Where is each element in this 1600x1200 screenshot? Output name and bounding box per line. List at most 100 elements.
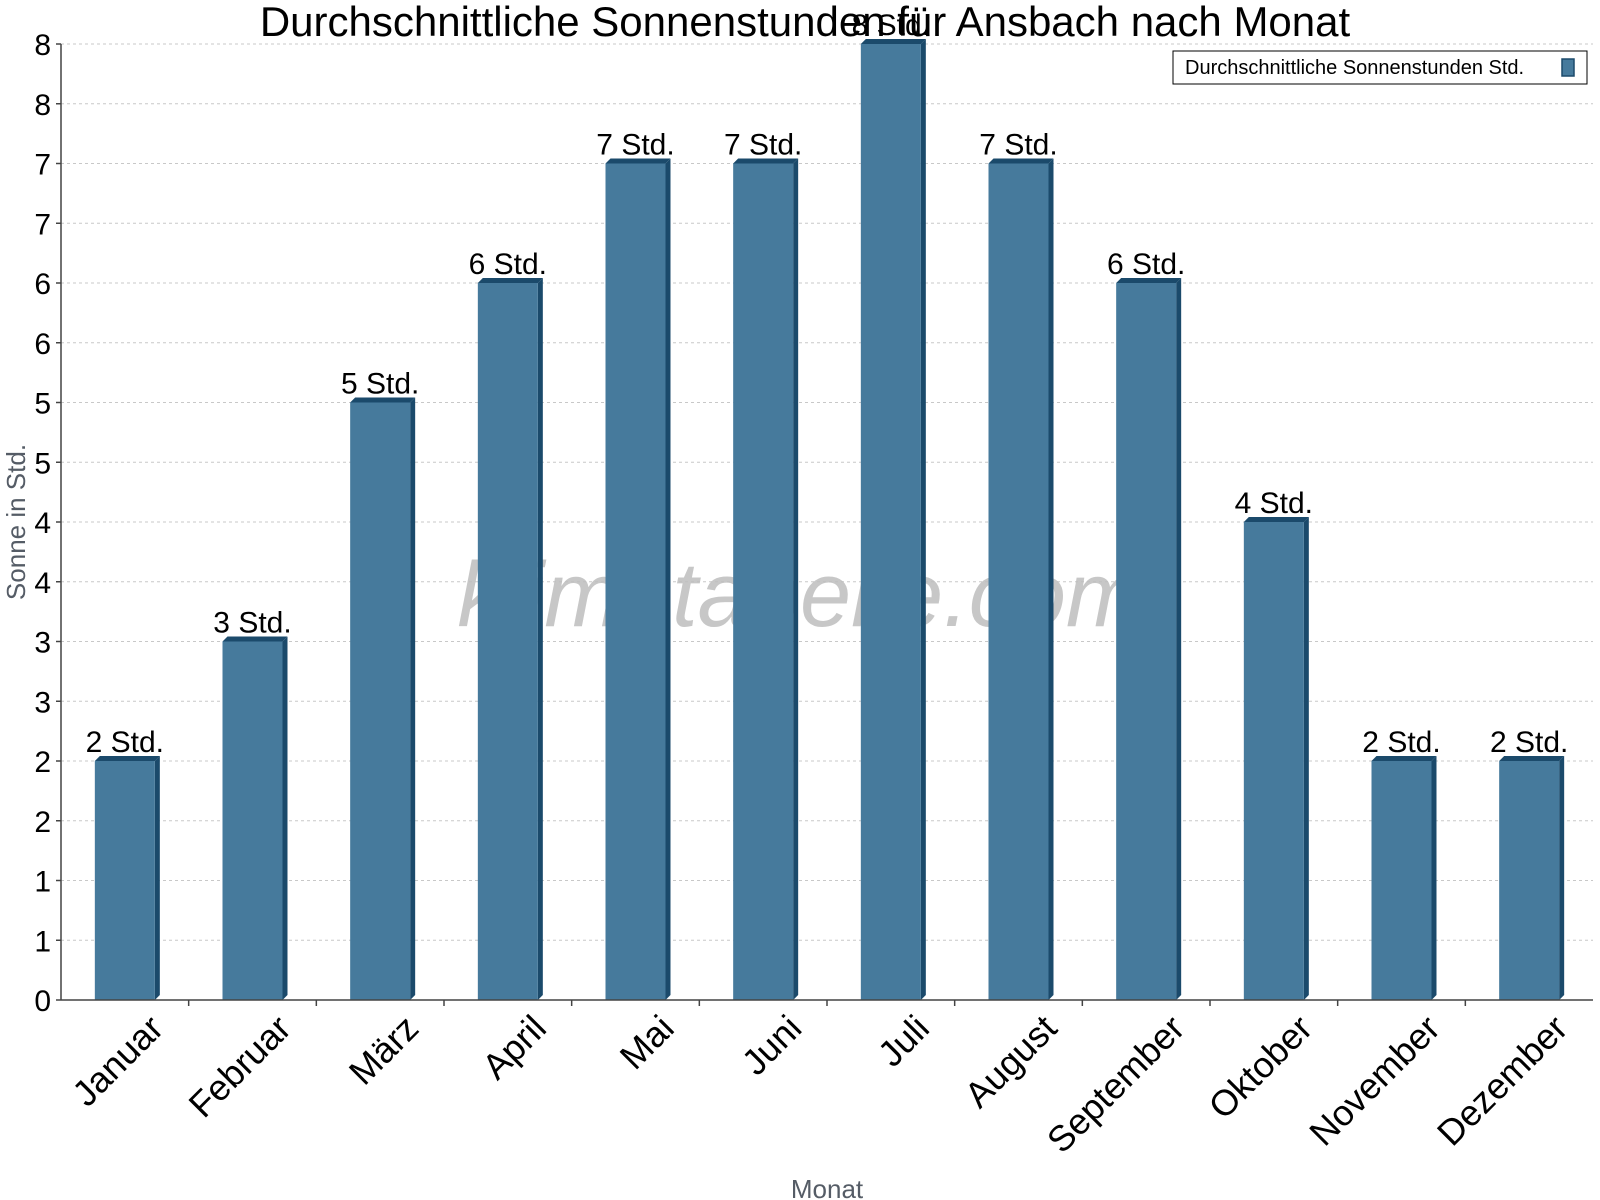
bar-front-face	[605, 163, 666, 1000]
y-tick-label: 5	[34, 447, 51, 480]
x-tick-label: Juni	[734, 1007, 810, 1083]
bar-side-face	[282, 636, 288, 1000]
y-tick-label: 3	[34, 627, 51, 660]
legend: Durchschnittliche Sonnenstunden Std.	[1172, 50, 1588, 85]
bar-front-face	[733, 163, 794, 1000]
x-tick-label: August	[956, 1007, 1064, 1115]
data-label: 2 Std.	[1362, 726, 1440, 759]
x-axis-ticks: Januar Februar März April Mai Juni Juli AugustS…	[64, 1000, 1575, 1161]
y-tick-label: 6	[34, 328, 51, 361]
bars	[94, 39, 1565, 1000]
x-tick-label: November	[1301, 1007, 1447, 1153]
x-tick-label: März	[341, 1007, 427, 1093]
bar-front-face	[477, 283, 538, 1000]
bar-front-face	[222, 641, 283, 1000]
bar-top-face	[1371, 756, 1437, 761]
bar-front-face	[94, 761, 155, 1000]
x-tick-label: Februar	[181, 1007, 299, 1125]
y-tick-label: 7	[34, 208, 51, 241]
y-tick-label: 3	[34, 686, 51, 719]
legend-swatch	[1561, 58, 1575, 77]
data-label: 7 Std.	[724, 129, 802, 162]
y-tick-label: 8	[34, 89, 51, 122]
bar-side-face	[1431, 756, 1437, 1000]
bar-mai	[605, 158, 671, 1000]
bar-side-face	[154, 756, 160, 1000]
gridlines	[61, 43, 1593, 941]
bar-dezember	[1499, 756, 1565, 1000]
bar-august	[988, 158, 1054, 1000]
bar-side-face	[1048, 158, 1054, 1000]
bar-top-face	[1243, 517, 1309, 522]
bar-top-face	[605, 158, 671, 164]
bar-front-face	[860, 44, 921, 1000]
bar-front-face	[1243, 522, 1304, 1000]
bar-top-face	[222, 636, 288, 642]
y-tick-label: 1	[34, 866, 51, 899]
y-tick-label: 7	[34, 149, 51, 182]
data-label: 4 Std.	[1235, 487, 1313, 520]
bar-september	[1116, 278, 1182, 1000]
bar-front-face	[1371, 761, 1432, 1000]
bar-front-face	[1499, 761, 1560, 1000]
y-tick-label: 6	[34, 268, 51, 301]
y-tick-label: 0	[34, 985, 51, 1018]
bar-front-face	[1116, 283, 1177, 1000]
bar-side-face	[537, 278, 543, 1000]
y-axis-title: Sonne in Std.	[1, 444, 31, 600]
bar-top-face	[860, 39, 926, 44]
y-tick-label: 2	[34, 746, 51, 779]
bar-top-face	[1499, 756, 1565, 761]
bar-top-face	[477, 278, 543, 283]
bar-juni	[733, 158, 799, 1000]
chart-title: Durchschnittliche Sonnenstunden für Ansb…	[260, 0, 1351, 45]
x-tick-label: Oktober	[1200, 1007, 1320, 1127]
data-label: 6 Std.	[1107, 248, 1185, 281]
bar-top-face	[733, 158, 799, 164]
data-label: 6 Std.	[469, 248, 547, 281]
bar-januar	[94, 756, 160, 1000]
data-label: 8 Std.	[852, 9, 930, 42]
y-axis-ticks: 0 1 1 2 2 3 3 4 4 5 5 6 6 7 7 8 8	[34, 29, 61, 1018]
y-tick-label: 4	[34, 567, 51, 600]
x-axis-title: Monat	[791, 1174, 864, 1200]
bar-juli	[860, 39, 926, 1000]
y-tick-label: 1	[34, 925, 51, 958]
bar-side-face	[1303, 517, 1309, 1000]
x-tick-label: Dezember	[1429, 1007, 1575, 1153]
x-tick-label: Januar	[64, 1007, 171, 1114]
x-tick-label: Mai	[612, 1007, 682, 1077]
legend-box	[1172, 50, 1588, 85]
bar-top-face	[1116, 278, 1182, 283]
bar-top-face	[350, 397, 416, 403]
bar-oktober	[1243, 517, 1309, 1000]
bar-side-face	[410, 397, 416, 1000]
y-tick-label: 4	[34, 507, 51, 540]
x-tick-label: September	[1039, 1007, 1193, 1161]
data-labels: 2 Std. 3 Std. 5 Std. 6 Std. 7 Std. 7 Std. 8 St…	[86, 9, 1569, 759]
x-tick-label: April	[474, 1007, 554, 1087]
bar-november	[1371, 756, 1437, 1000]
x-tick-label: Juli	[870, 1007, 937, 1074]
data-label: 2 Std.	[1490, 726, 1568, 759]
data-label: 7 Std.	[596, 129, 674, 162]
data-label: 7 Std.	[979, 129, 1057, 162]
y-tick-label: 2	[34, 806, 51, 839]
bar-side-face	[793, 158, 799, 1000]
data-label: 5 Std.	[341, 368, 419, 401]
bar-side-face	[665, 158, 671, 1000]
data-label: 3 Std.	[213, 607, 291, 640]
y-tick-label: 8	[34, 29, 51, 62]
bar-front-face	[988, 163, 1049, 1000]
bar-top-face	[94, 756, 160, 761]
bar-april	[477, 278, 543, 1000]
data-label: 2 Std.	[86, 726, 164, 759]
bar-top-face	[988, 158, 1054, 164]
y-tick-label: 5	[34, 388, 51, 421]
bar-side-face	[1559, 756, 1565, 1000]
bar-märz	[350, 397, 416, 1000]
bar-side-face	[920, 39, 926, 1000]
bar-side-face	[1176, 278, 1182, 1000]
bar-februar	[222, 636, 288, 1000]
